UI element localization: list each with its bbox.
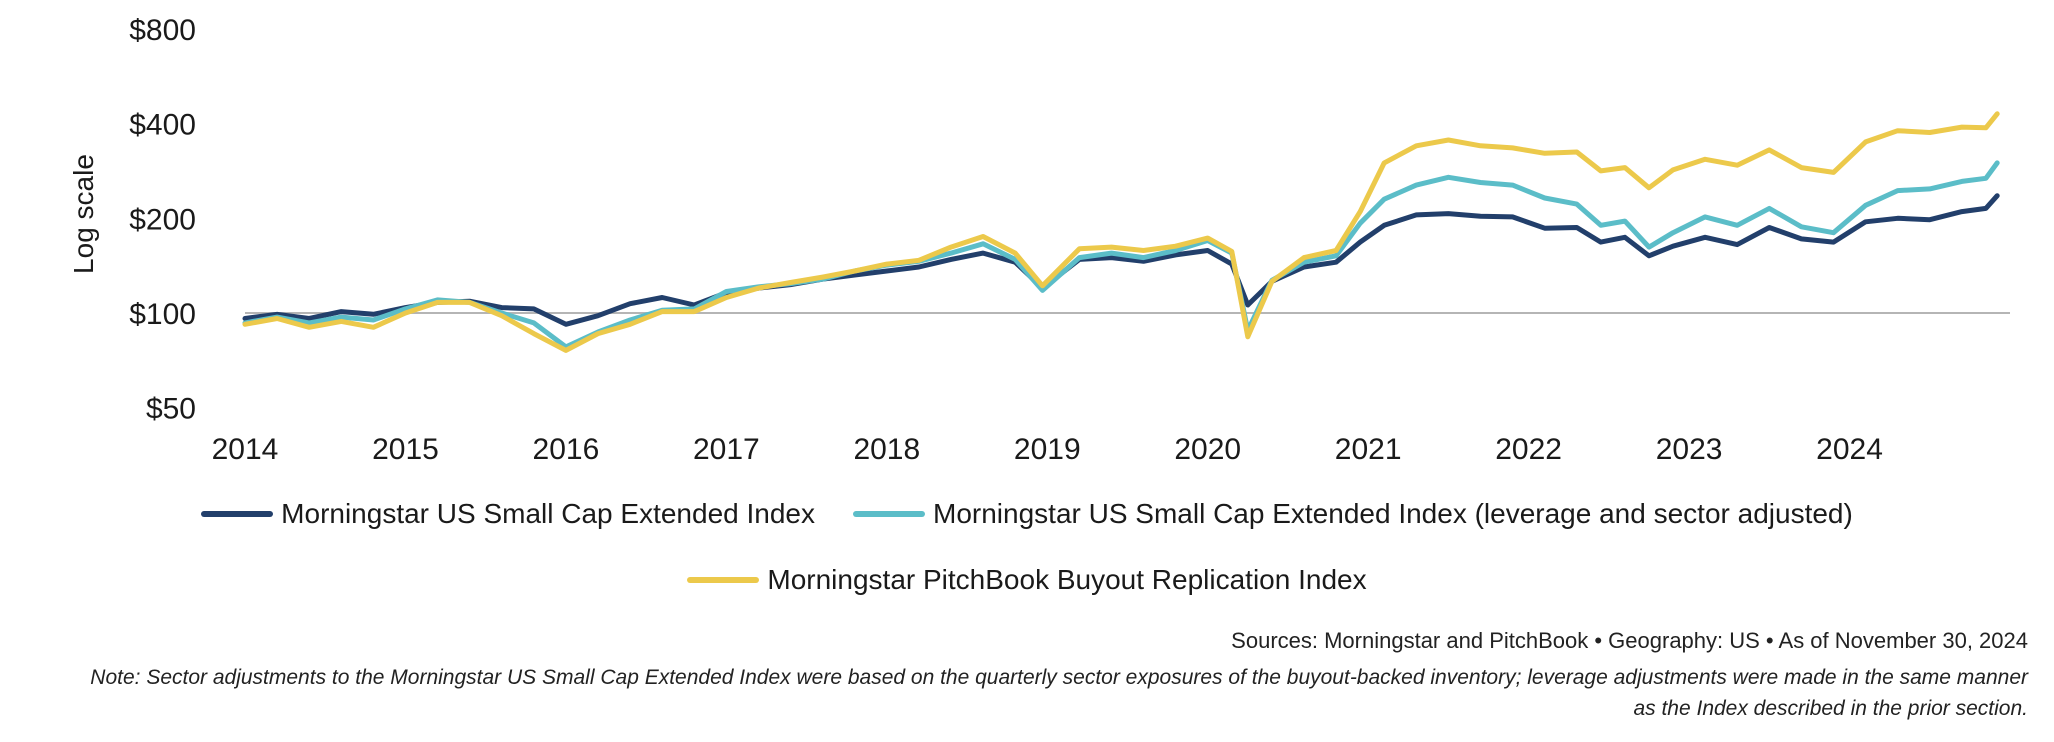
sources-line: Sources: Morningstar and PitchBook • Geo… — [1231, 628, 2028, 653]
x-tick-label: 2020 — [1174, 433, 1241, 466]
x-tick-label: 2019 — [1014, 433, 1081, 466]
y-tick-label: $800 — [129, 14, 196, 47]
series-line-2 — [242, 160, 2000, 350]
x-axis: 2014 2015 2016 2017 2018 2019 2020 2021 2022 2023… — [212, 433, 1883, 466]
legend-label-buyout: Morningstar PitchBook Buyout Replication… — [767, 564, 1367, 595]
y-axis: $50 $100 $200 $400 $800 — [129, 14, 196, 426]
legend-item-adjusted: Morningstar US Small Cap Extended Index … — [853, 498, 1853, 530]
x-tick-label: 2017 — [693, 433, 760, 466]
x-tick-label: 2021 — [1335, 433, 1402, 466]
y-tick-label: $400 — [129, 109, 196, 142]
note-text: Note: Sector adjustments to the Mornings… — [90, 666, 2028, 720]
series-layer — [242, 111, 2000, 353]
x-tick-label: 2014 — [212, 433, 279, 466]
x-tick-label: 2022 — [1495, 433, 1562, 466]
y-tick-label: $100 — [129, 298, 196, 331]
y-axis-label: Log scale — [68, 154, 99, 274]
x-tick-label: 2023 — [1656, 433, 1723, 466]
y-tick-label: $50 — [146, 393, 196, 426]
x-tick-label: 2018 — [853, 433, 920, 466]
legend-row-2: Morningstar PitchBook Buyout Replication… — [0, 564, 2054, 596]
legend-label-small-cap: Morningstar US Small Cap Extended Index — [281, 498, 815, 529]
series-line-1 — [242, 193, 2000, 327]
legend-label-adjusted: Morningstar US Small Cap Extended Index … — [933, 498, 1853, 529]
legend-swatch-adjusted — [853, 511, 925, 517]
legend-swatch-small-cap — [201, 511, 274, 517]
series-line-3 — [242, 111, 2000, 353]
x-tick-label: 2024 — [1816, 433, 1883, 466]
legend-swatch-buyout — [687, 577, 760, 583]
y-tick-label: $200 — [129, 203, 196, 236]
legend-item-small-cap: Morningstar US Small Cap Extended Index — [201, 498, 815, 530]
line-chart: $50 $100 $200 $400 $800 2014 2015 2016 2017 2018… — [68, 14, 2010, 466]
x-tick-label: 2015 — [372, 433, 439, 466]
legend-item-buyout: Morningstar PitchBook Buyout Replication… — [687, 564, 1367, 596]
x-tick-label: 2016 — [533, 433, 600, 466]
legend-row-1: Morningstar US Small Cap Extended Index … — [0, 498, 2054, 530]
